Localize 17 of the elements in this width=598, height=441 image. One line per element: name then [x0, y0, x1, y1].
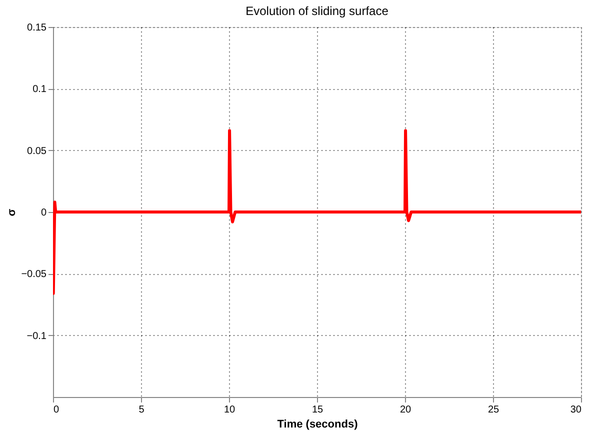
chart-title: Evolution of sliding surface — [246, 4, 389, 18]
x-tick-label: 20 — [400, 404, 412, 416]
x-tick-label: 25 — [488, 404, 500, 416]
x-tick-label: 10 — [224, 404, 236, 416]
y-axis-title: σ — [6, 208, 18, 216]
x-tick-label: 0 — [54, 404, 60, 416]
x-tick-label: 15 — [312, 404, 324, 416]
y-tick-label: 0.05 — [27, 146, 47, 157]
y-tick-label: −0.1 — [26, 330, 47, 342]
y-tick-label: 0.1 — [32, 84, 47, 96]
y-tick-label: −0.05 — [21, 269, 47, 280]
y-tick-label: 0.15 — [27, 22, 47, 34]
x-axis-title: Time (seconds) — [277, 418, 358, 430]
x-tick-label: 5 — [138, 404, 145, 416]
line-series — [53, 129, 581, 295]
y-tick-label: 0 — [40, 208, 47, 218]
x-tick-label: 30 — [570, 404, 582, 416]
